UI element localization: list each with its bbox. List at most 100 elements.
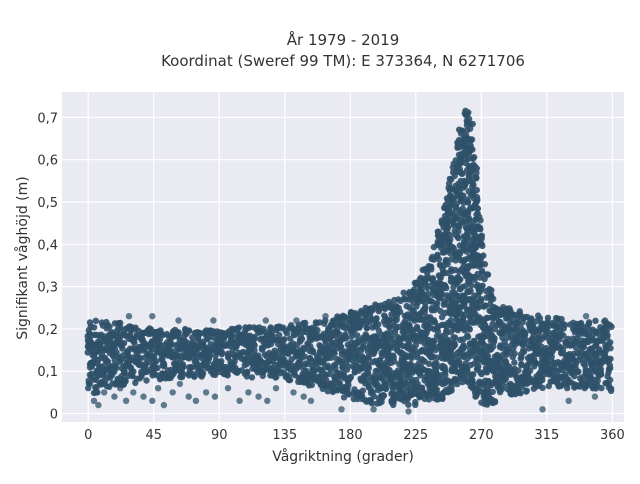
data-point <box>322 313 329 320</box>
data-point <box>461 301 468 308</box>
data-point <box>385 317 393 324</box>
data-point <box>601 317 609 324</box>
data-point <box>521 341 528 348</box>
data-point <box>218 351 225 358</box>
data-point <box>338 406 345 413</box>
data-point <box>199 370 207 377</box>
data-point <box>442 283 449 290</box>
data-point <box>143 377 150 384</box>
data-point <box>281 336 288 343</box>
data-point <box>419 289 426 297</box>
data-point <box>539 406 546 413</box>
data-point <box>95 401 102 409</box>
data-point <box>410 308 417 315</box>
data-point <box>92 384 99 391</box>
data-point <box>483 314 490 322</box>
data-point <box>368 400 376 407</box>
data-point <box>378 398 385 406</box>
data-point <box>343 366 351 373</box>
data-point <box>478 283 485 290</box>
data-point <box>375 308 382 315</box>
data-point <box>597 371 605 378</box>
data-point <box>448 387 455 394</box>
data-point <box>291 370 298 377</box>
data-point <box>390 352 397 359</box>
data-point <box>435 256 443 263</box>
data-point <box>405 408 412 415</box>
data-point <box>331 350 338 357</box>
data-point <box>465 115 473 123</box>
data-point <box>90 397 98 404</box>
data-point <box>526 367 534 374</box>
data-point <box>400 289 407 296</box>
data-point <box>468 136 476 143</box>
data-point <box>591 393 599 400</box>
data-point <box>539 376 546 384</box>
data-point <box>592 317 599 324</box>
data-point <box>140 393 147 400</box>
data-point <box>462 240 470 247</box>
data-point <box>470 181 477 189</box>
data-point <box>575 368 582 375</box>
data-point <box>520 348 528 356</box>
data-point <box>308 381 315 389</box>
data-point <box>454 380 461 388</box>
data-point <box>175 317 182 324</box>
data-point <box>365 353 372 361</box>
data-point <box>199 340 207 348</box>
data-point <box>192 397 200 404</box>
y-tick-label: 0,4 <box>37 238 58 253</box>
data-point <box>387 333 395 340</box>
data-point <box>307 397 315 404</box>
data-point <box>425 360 433 367</box>
data-point <box>473 186 480 194</box>
data-point <box>431 338 438 345</box>
data-point <box>86 319 94 326</box>
data-point <box>561 321 569 329</box>
data-point <box>300 393 307 400</box>
data-point <box>433 363 441 370</box>
data-point <box>267 324 274 331</box>
data-point <box>478 233 485 241</box>
data-point <box>607 345 614 352</box>
data-point <box>88 370 95 377</box>
data-point <box>103 357 111 364</box>
data-point <box>536 315 544 322</box>
data-point <box>447 236 454 243</box>
data-point <box>437 274 444 281</box>
data-point <box>562 370 569 378</box>
data-point <box>455 228 462 235</box>
data-point <box>458 170 466 177</box>
data-point <box>251 347 258 354</box>
data-point <box>523 387 530 394</box>
x-tick-label: 225 <box>403 428 428 443</box>
data-point <box>489 388 496 395</box>
data-point <box>477 217 484 224</box>
data-point <box>130 368 137 375</box>
data-point <box>480 252 487 259</box>
data-point <box>466 326 473 333</box>
data-point <box>160 401 168 409</box>
data-point <box>461 311 468 319</box>
data-point <box>370 393 378 400</box>
data-point <box>323 377 330 384</box>
data-point <box>465 109 472 116</box>
data-point <box>202 389 210 396</box>
data-point <box>460 342 467 349</box>
data-point <box>122 378 129 385</box>
y-tick-label: 0,3 <box>37 281 58 296</box>
data-point <box>154 385 162 392</box>
data-point <box>287 335 294 342</box>
data-point <box>272 385 280 392</box>
data-point <box>122 397 130 404</box>
data-point <box>430 317 438 324</box>
data-point <box>211 393 219 400</box>
data-point <box>565 335 572 343</box>
data-point <box>432 301 440 308</box>
x-tick-label: 315 <box>534 428 559 443</box>
data-point <box>117 324 124 331</box>
data-point <box>491 335 498 342</box>
x-tick-label: 135 <box>272 428 297 443</box>
data-point <box>585 319 593 326</box>
data-point <box>603 327 611 334</box>
